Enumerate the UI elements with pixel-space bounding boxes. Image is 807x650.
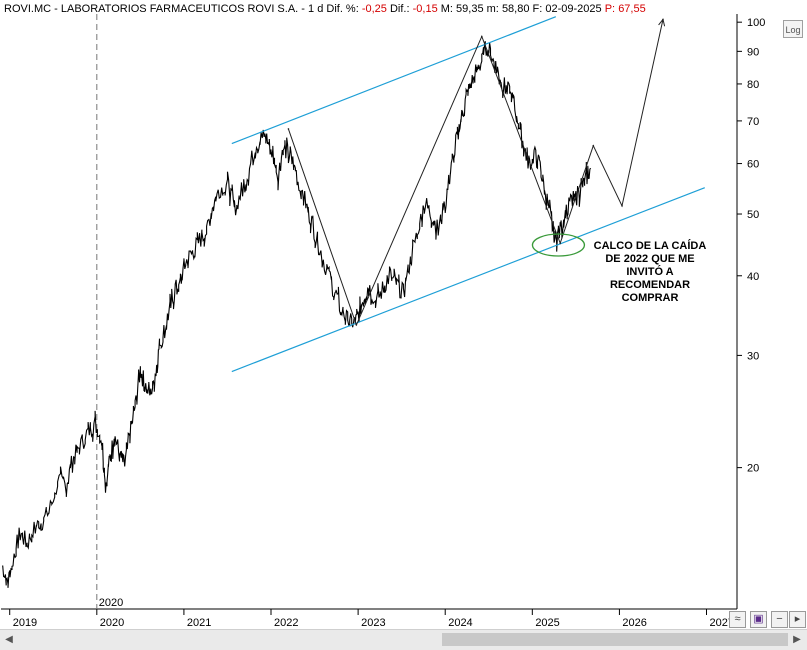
instrument-name: LABORATORIOS FARMACEUTICOS ROVI S.A. xyxy=(60,3,299,15)
zigzag-point xyxy=(355,324,358,326)
x-tick-label: 2026 xyxy=(622,617,646,629)
y-tick-label: 80 xyxy=(747,79,759,91)
annotation-text: CALCO DE LA CAÍDA DE 2022 QUE ME INVITÓ … xyxy=(593,240,707,304)
highlight-ellipse xyxy=(531,233,586,257)
horizontal-scrollbar[interactable]: ◀ ▶ xyxy=(0,629,807,650)
dif-pct-value: -0,25 xyxy=(361,3,387,15)
x-tick-label: 2021 xyxy=(187,617,211,629)
min-value: 58,80 xyxy=(501,3,530,15)
chart-header: ROVI.MC - LABORATORIOS FARMACEUTICOS ROV… xyxy=(4,3,646,15)
y-tick-label: 50 xyxy=(747,209,759,221)
price-label: P: xyxy=(604,3,616,15)
x-tick-label: 2024 xyxy=(448,617,472,629)
y-tick-label: 40 xyxy=(747,271,759,283)
more-icon[interactable]: ▸ xyxy=(789,611,806,628)
y-tick-label: 30 xyxy=(747,350,759,362)
scroll-left-icon[interactable]: ◀ xyxy=(5,634,13,645)
date-value: 02-09-2025 xyxy=(545,3,602,15)
zigzag-point xyxy=(287,128,290,130)
dif-pct-label: Dif. %: xyxy=(326,3,359,15)
timeframe: 1 d xyxy=(308,3,324,15)
symbol: ROVI.MC xyxy=(4,3,52,15)
x-tick-label: 2027 xyxy=(710,617,734,629)
date-label: F: xyxy=(532,3,543,15)
x-tick-label: 2019 xyxy=(13,617,37,629)
x-tick-label: 2023 xyxy=(361,617,385,629)
channel-lower-line xyxy=(231,187,705,373)
log-scale-button[interactable]: Log xyxy=(783,20,803,38)
save-icon[interactable]: ▣ xyxy=(750,611,767,628)
zoom-icon[interactable]: ≈ xyxy=(729,611,746,628)
max-value: 59,35 xyxy=(456,3,484,15)
scrollbar-thumb[interactable] xyxy=(442,633,788,646)
projection-arrowhead xyxy=(658,18,666,27)
zigzag-point xyxy=(592,144,595,147)
scroll-right-icon[interactable]: ▶ xyxy=(793,634,801,645)
y-tick-label: 60 xyxy=(747,159,759,171)
zigzag-point xyxy=(621,205,623,207)
vertical-marker-label: 2020 xyxy=(99,597,123,609)
x-tick-label: 2020 xyxy=(100,617,124,629)
y-tick-label: 100 xyxy=(747,17,765,29)
y-tick-label: 90 xyxy=(747,46,759,58)
dif-value: -0,15 xyxy=(412,3,438,15)
dif-label: Dif.: xyxy=(389,3,410,15)
y-tick-label: 20 xyxy=(747,463,759,475)
price-series-line xyxy=(2,41,592,588)
zigzag-point xyxy=(559,242,561,244)
x-tick-label: 2022 xyxy=(274,617,298,629)
price-value: 67,55 xyxy=(618,3,646,15)
min-label: m: xyxy=(486,3,499,15)
max-label: M: xyxy=(440,3,453,15)
minus-icon[interactable]: − xyxy=(771,611,788,628)
zigzag-point xyxy=(480,35,483,38)
x-tick-label: 2025 xyxy=(535,617,559,629)
y-tick-label: 70 xyxy=(747,116,759,128)
channel-upper-line xyxy=(231,16,557,145)
